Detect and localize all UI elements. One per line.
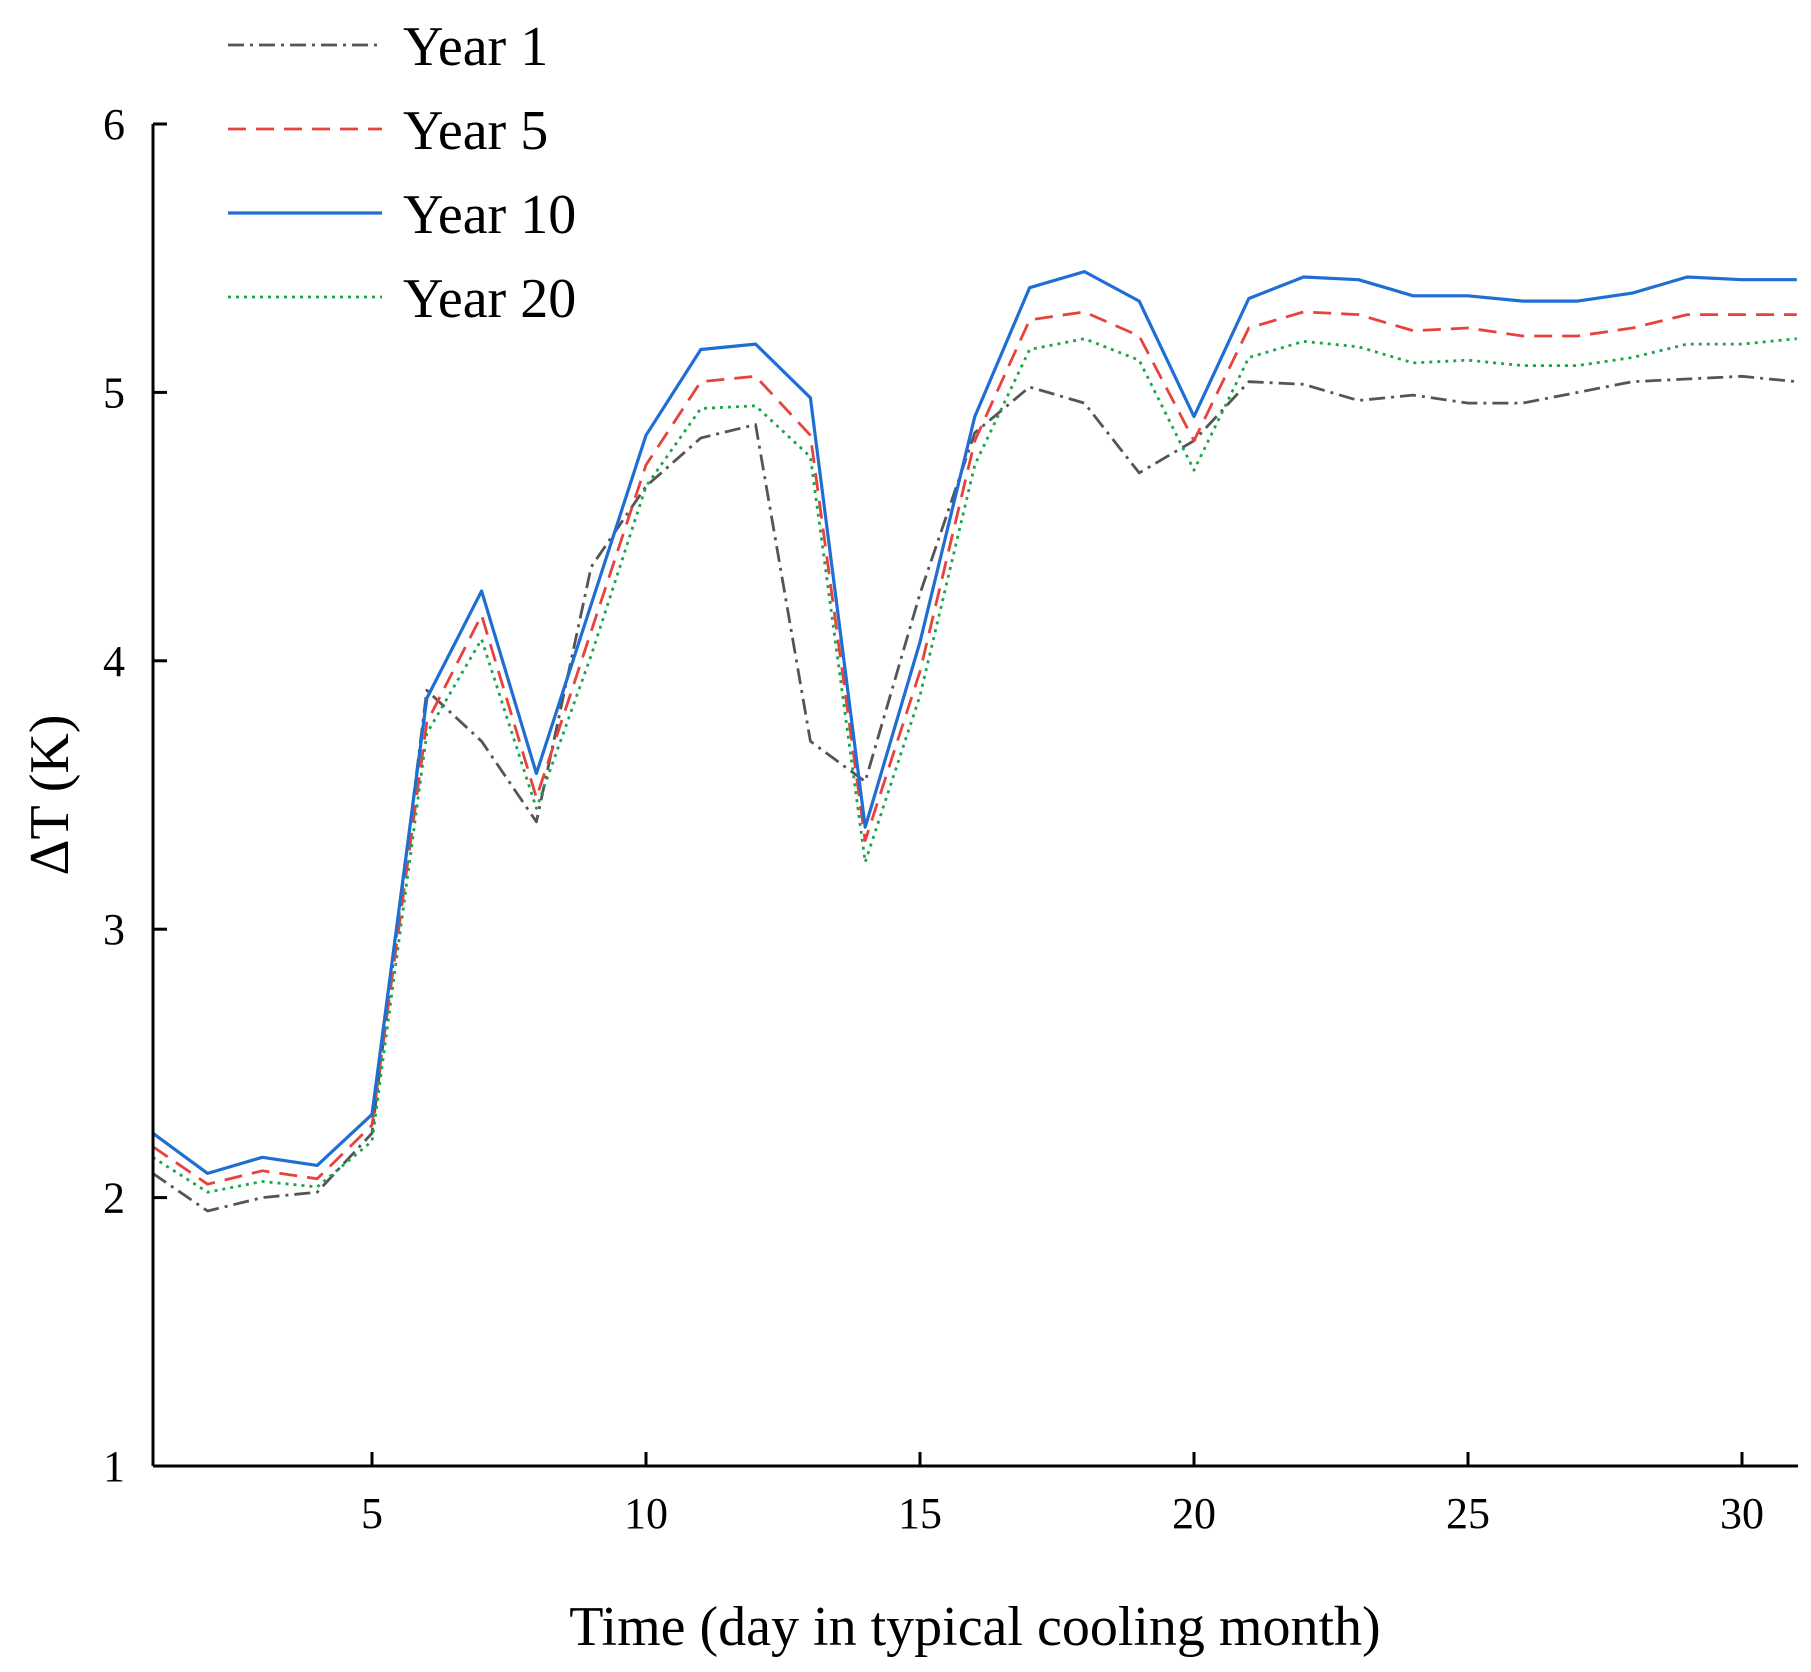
series-line-year-20 xyxy=(152,337,1797,1194)
y-tick-label: 6 xyxy=(103,100,125,149)
legend-label: Year 10 xyxy=(403,184,576,246)
x-tick-label: 15 xyxy=(898,1489,942,1538)
x-tick-label: 5 xyxy=(361,1489,383,1538)
legend-label: Year 5 xyxy=(403,100,548,162)
x-tick-label: 30 xyxy=(1720,1489,1764,1538)
series-line-year-1 xyxy=(152,374,1797,1213)
y-tick-label: 1 xyxy=(103,1442,125,1491)
y-tick-label: 5 xyxy=(103,368,125,417)
x-axis-title: Time (day in typical cooling month) xyxy=(569,1596,1380,1658)
x-tick-label: 25 xyxy=(1446,1489,1490,1538)
legend: Year 1 Year 5 Year 10 Year 20 xyxy=(228,16,576,330)
y-tick-label: 2 xyxy=(103,1174,125,1223)
y-tick-label: 4 xyxy=(103,637,125,686)
x-tick-label: 20 xyxy=(1172,1489,1216,1538)
series-line-year-10 xyxy=(151,270,1797,1176)
ticks-layer: 5 10 15 20 25 30 1 2 3 4 5 6 xyxy=(103,100,1764,1538)
legend-label: Year 20 xyxy=(403,268,576,330)
x-tick-label: 10 xyxy=(624,1489,668,1538)
series-line-year-5 xyxy=(152,310,1797,1186)
series-layer xyxy=(151,270,1797,1213)
y-axis-title: ΔT (K) xyxy=(19,715,81,876)
legend-label: Year 1 xyxy=(403,16,548,78)
y-tick-label: 3 xyxy=(103,905,125,954)
